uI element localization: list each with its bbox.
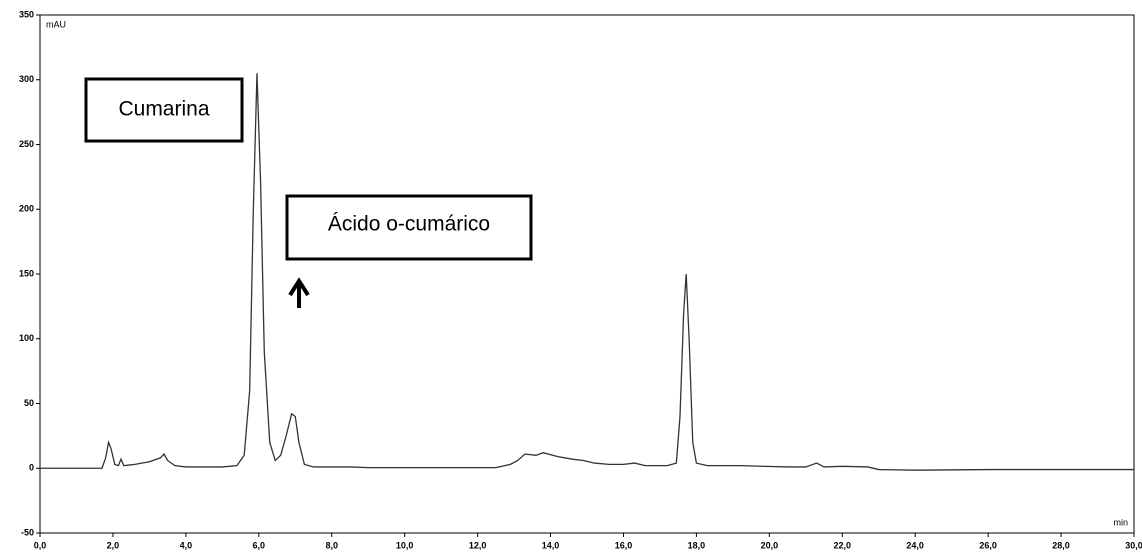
x-tick-label: 30,0 xyxy=(1125,540,1142,550)
x-tick-label: 18,0 xyxy=(688,540,706,550)
x-tick-label: 20,0 xyxy=(761,540,779,550)
x-tick-label: 28,0 xyxy=(1052,540,1070,550)
x-tick-label: 16,0 xyxy=(615,540,633,550)
y-tick-label: 100 xyxy=(19,333,34,343)
x-tick-label: 2,0 xyxy=(107,540,120,550)
x-tick-label: 24,0 xyxy=(906,540,924,550)
annotation-box xyxy=(84,77,244,143)
y-tick-label: -50 xyxy=(21,527,34,537)
x-tick-label: 6,0 xyxy=(253,540,266,550)
y-tick-label: 0 xyxy=(29,463,34,473)
y-tick-label: 250 xyxy=(19,139,34,149)
x-tick-label: 26,0 xyxy=(979,540,997,550)
y-tick-label: 150 xyxy=(19,268,34,278)
annotation: Cumarina xyxy=(118,98,209,121)
x-tick-label: 10,0 xyxy=(396,540,414,550)
x-tick-label: 8,0 xyxy=(325,540,338,550)
y-tick-label: 200 xyxy=(19,204,34,214)
x-tick-label: 22,0 xyxy=(834,540,852,550)
x-axis-label: min xyxy=(1113,517,1128,527)
x-tick-label: 4,0 xyxy=(180,540,193,550)
y-tick-label: 50 xyxy=(24,398,34,408)
x-tick-label: 0,0 xyxy=(34,540,47,550)
x-tick-label: 14,0 xyxy=(542,540,560,550)
y-tick-label: 300 xyxy=(19,74,34,84)
x-tick-label: 12,0 xyxy=(469,540,487,550)
annotation-box xyxy=(285,194,533,261)
trace xyxy=(40,73,1134,471)
arrow xyxy=(288,277,310,308)
y-axis-label: mAU xyxy=(46,19,66,29)
y-tick-label: 350 xyxy=(19,9,34,19)
annotation: Ácido o-cumárico xyxy=(328,213,490,236)
